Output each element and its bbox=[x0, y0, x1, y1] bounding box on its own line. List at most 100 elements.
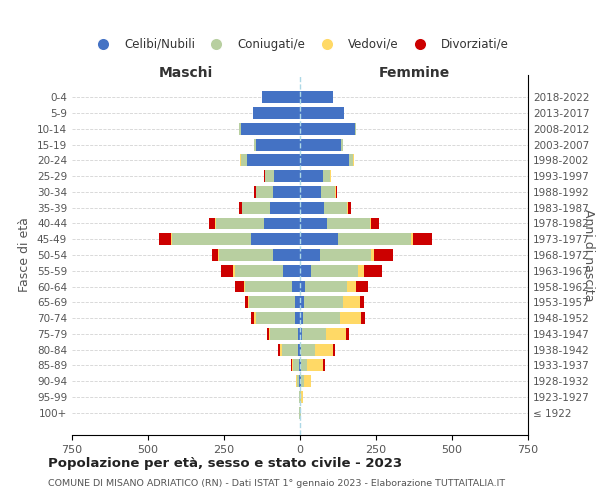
Bar bbox=[293, 360, 299, 372]
Legend: Celibi/Nubili, Coniugati/e, Vedovi/e, Divorziati/e: Celibi/Nubili, Coniugati/e, Vedovi/e, Di… bbox=[88, 34, 512, 54]
Bar bbox=[295, 296, 300, 308]
Bar bbox=[272, 186, 300, 198]
Bar bbox=[300, 344, 301, 355]
Bar bbox=[233, 265, 235, 276]
Bar bbox=[321, 186, 335, 198]
Bar bbox=[251, 312, 254, 324]
Bar bbox=[300, 328, 302, 340]
Bar bbox=[240, 154, 241, 166]
Bar bbox=[298, 344, 300, 355]
Bar bbox=[215, 218, 217, 230]
Bar bbox=[300, 138, 341, 150]
Bar bbox=[300, 218, 328, 230]
Bar bbox=[249, 296, 295, 308]
Bar bbox=[335, 186, 337, 198]
Text: COMUNE DI MISANO ADRIATICO (RN) - Dati ISTAT 1° gennaio 2023 - Elaborazione TUTT: COMUNE DI MISANO ADRIATICO (RN) - Dati I… bbox=[48, 479, 505, 488]
Bar bbox=[242, 202, 269, 213]
Bar bbox=[300, 154, 349, 166]
Bar bbox=[209, 218, 215, 230]
Bar bbox=[282, 344, 298, 355]
Bar bbox=[264, 170, 265, 182]
Bar bbox=[374, 249, 393, 261]
Bar bbox=[338, 234, 411, 245]
Bar bbox=[171, 234, 172, 245]
Bar bbox=[304, 376, 311, 387]
Bar bbox=[347, 280, 356, 292]
Bar bbox=[307, 360, 323, 372]
Bar bbox=[298, 328, 300, 340]
Bar bbox=[254, 312, 256, 324]
Bar bbox=[239, 154, 240, 166]
Bar bbox=[290, 360, 292, 372]
Bar bbox=[263, 218, 300, 230]
Bar bbox=[218, 249, 220, 261]
Bar bbox=[253, 107, 300, 119]
Bar bbox=[300, 265, 311, 276]
Bar bbox=[360, 296, 364, 308]
Bar bbox=[239, 123, 241, 134]
Bar bbox=[239, 202, 242, 213]
Bar bbox=[371, 218, 379, 230]
Bar bbox=[256, 186, 272, 198]
Bar bbox=[241, 123, 300, 134]
Bar bbox=[256, 312, 295, 324]
Bar bbox=[272, 249, 300, 261]
Y-axis label: Anni di nascita: Anni di nascita bbox=[582, 209, 595, 301]
Bar bbox=[300, 360, 301, 372]
Bar bbox=[265, 170, 274, 182]
Bar bbox=[268, 328, 269, 340]
Bar bbox=[300, 202, 325, 213]
Bar bbox=[302, 328, 326, 340]
Bar bbox=[283, 265, 300, 276]
Text: Popolazione per età, sesso e stato civile - 2023: Popolazione per età, sesso e stato civil… bbox=[48, 458, 402, 470]
Bar bbox=[172, 234, 251, 245]
Bar bbox=[299, 376, 300, 387]
Bar bbox=[364, 265, 382, 276]
Bar bbox=[295, 312, 300, 324]
Bar bbox=[235, 265, 283, 276]
Bar bbox=[274, 170, 300, 182]
Bar bbox=[247, 154, 300, 166]
Bar bbox=[300, 280, 305, 292]
Bar bbox=[355, 123, 356, 134]
Bar bbox=[158, 234, 171, 245]
Bar bbox=[300, 123, 355, 134]
Bar bbox=[269, 328, 270, 340]
Bar bbox=[292, 280, 300, 292]
Bar bbox=[245, 280, 292, 292]
Bar bbox=[301, 391, 303, 403]
Bar bbox=[248, 296, 249, 308]
Bar bbox=[348, 202, 351, 213]
Bar bbox=[323, 360, 325, 372]
Bar bbox=[326, 328, 346, 340]
Bar bbox=[235, 280, 244, 292]
Bar bbox=[347, 202, 348, 213]
Bar bbox=[254, 138, 256, 150]
Bar bbox=[341, 138, 343, 150]
Bar bbox=[300, 186, 321, 198]
Bar bbox=[301, 344, 315, 355]
Bar bbox=[315, 344, 333, 355]
Bar bbox=[256, 138, 300, 150]
Bar bbox=[300, 170, 323, 182]
Bar bbox=[269, 202, 300, 213]
Bar bbox=[245, 296, 248, 308]
Bar bbox=[300, 234, 338, 245]
Bar bbox=[340, 312, 361, 324]
Bar bbox=[303, 312, 340, 324]
Bar bbox=[299, 360, 300, 372]
Bar bbox=[278, 344, 280, 355]
Bar bbox=[301, 360, 307, 372]
Bar bbox=[300, 296, 304, 308]
Bar bbox=[358, 265, 364, 276]
Bar bbox=[292, 360, 293, 372]
Bar bbox=[333, 344, 335, 355]
Bar bbox=[353, 154, 354, 166]
Bar bbox=[270, 328, 298, 340]
Bar bbox=[346, 328, 349, 340]
Bar bbox=[296, 376, 297, 387]
Bar bbox=[413, 234, 431, 245]
Bar bbox=[297, 376, 299, 387]
Bar bbox=[280, 344, 282, 355]
Bar bbox=[311, 265, 358, 276]
